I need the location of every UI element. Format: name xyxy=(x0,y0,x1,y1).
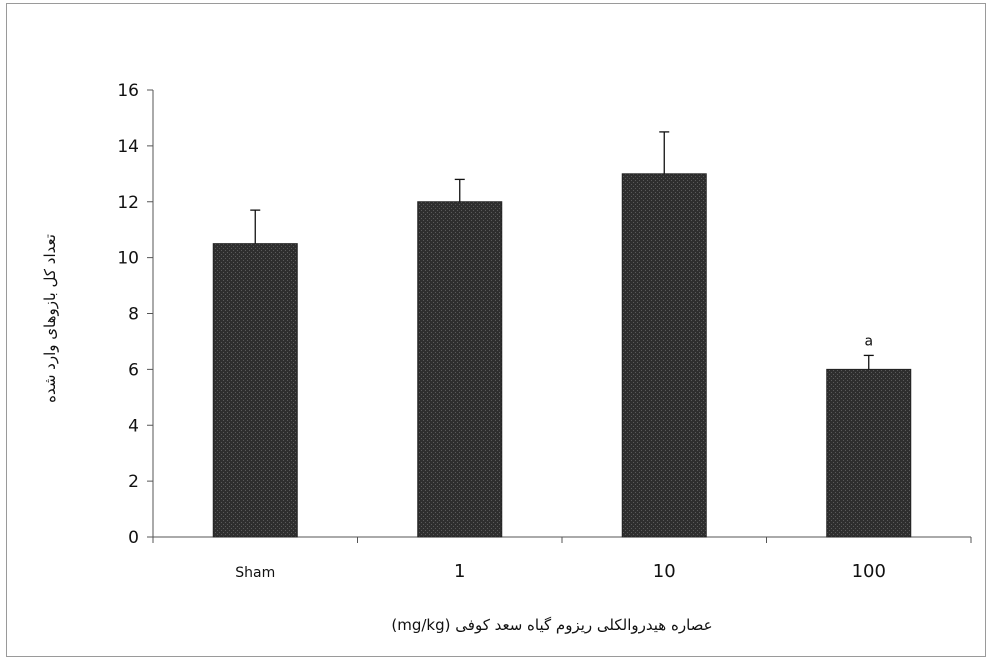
x-tick-label: 10 xyxy=(653,561,676,582)
x-axis: Sham 1 10 100 xyxy=(152,536,972,582)
y-tick-label: 6 xyxy=(128,360,139,380)
bar xyxy=(212,243,298,538)
y-tick-label: 14 xyxy=(117,137,139,157)
y-tick-label: 4 xyxy=(128,416,139,436)
y-axis: 0 2 4 6 8 10 12 14 16 xyxy=(117,81,154,548)
x-tick-label: 1 xyxy=(454,561,465,582)
bar-chart: 0 2 4 6 8 10 12 14 16 Sham 1 10 100 a عصاره هیدروال… xyxy=(41,81,972,634)
y-tick-label: 16 xyxy=(117,81,139,101)
y-tick-label: 12 xyxy=(117,193,139,213)
x-tick-label: Sham xyxy=(235,565,275,581)
bars xyxy=(212,173,912,538)
chart-frame: 0 2 4 6 8 10 12 14 16 Sham 1 10 100 a عصاره هیدروال… xyxy=(6,3,986,657)
y-tick-label: 8 xyxy=(128,305,139,325)
bar xyxy=(621,173,707,538)
y-axis-title: تعداد کل بازوهای وارد شده xyxy=(41,234,59,403)
bar xyxy=(417,201,503,538)
significance-label: a xyxy=(864,333,873,349)
x-axis-title: عصاره هیدروالکلی ریزوم گیاه سعد کوفی (mg… xyxy=(391,616,712,634)
y-tick-label: 0 xyxy=(128,528,139,548)
x-tick-label: 100 xyxy=(852,561,886,582)
bar xyxy=(826,368,912,538)
y-tick-label: 10 xyxy=(117,249,139,269)
y-tick-label: 2 xyxy=(128,472,139,492)
error-bars: a xyxy=(250,131,874,370)
